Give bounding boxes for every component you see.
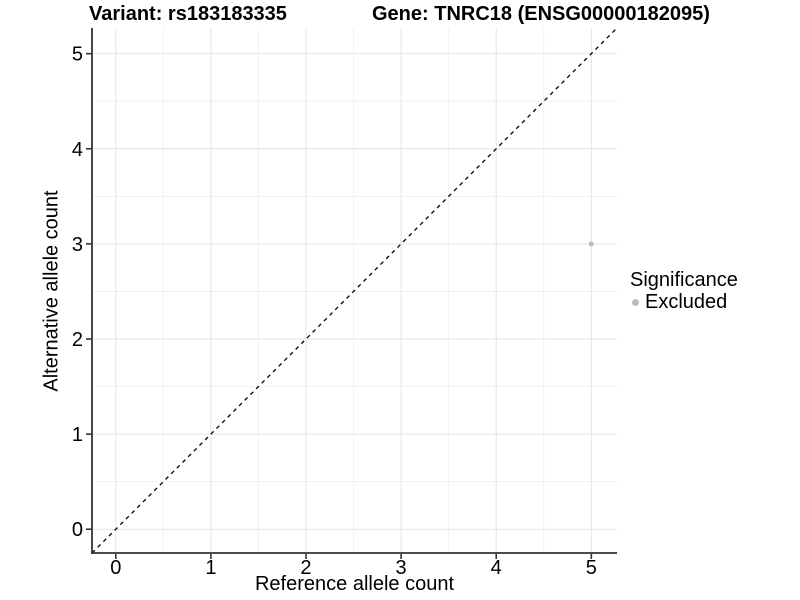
legend-item-label: Excluded bbox=[645, 291, 728, 313]
x-tick-label: 2 bbox=[300, 557, 311, 579]
identity-line bbox=[91, 27, 618, 554]
x-tick-label: 3 bbox=[396, 557, 407, 579]
legend-item-excluded: Excluded bbox=[630, 291, 738, 313]
y-tick-label: 5 bbox=[72, 44, 83, 66]
plot-title-variant: Variant: rs183183335 bbox=[89, 3, 287, 25]
x-tick-label: 5 bbox=[586, 557, 597, 579]
x-tick-label: 0 bbox=[110, 557, 121, 579]
data-point bbox=[588, 241, 594, 247]
y-tick-label: 1 bbox=[72, 424, 83, 446]
plot-title-gene: Gene: TNRC18 (ENSG00000182095) bbox=[372, 3, 710, 25]
y-tick-label: 0 bbox=[72, 519, 83, 541]
y-tick-label: 3 bbox=[72, 234, 83, 256]
y-tick-label: 2 bbox=[72, 329, 83, 351]
x-tick-label: 1 bbox=[205, 557, 216, 579]
y-tick-label: 4 bbox=[72, 139, 83, 161]
y-axis-title: Alternative allele count bbox=[40, 190, 63, 392]
x-tick-label: 4 bbox=[491, 557, 502, 579]
legend-title: Significance bbox=[630, 269, 738, 291]
legend: Significance Excluded bbox=[630, 269, 738, 313]
excluded-point-icon bbox=[632, 298, 639, 306]
x-axis-title: Reference allele count bbox=[254, 573, 454, 595]
